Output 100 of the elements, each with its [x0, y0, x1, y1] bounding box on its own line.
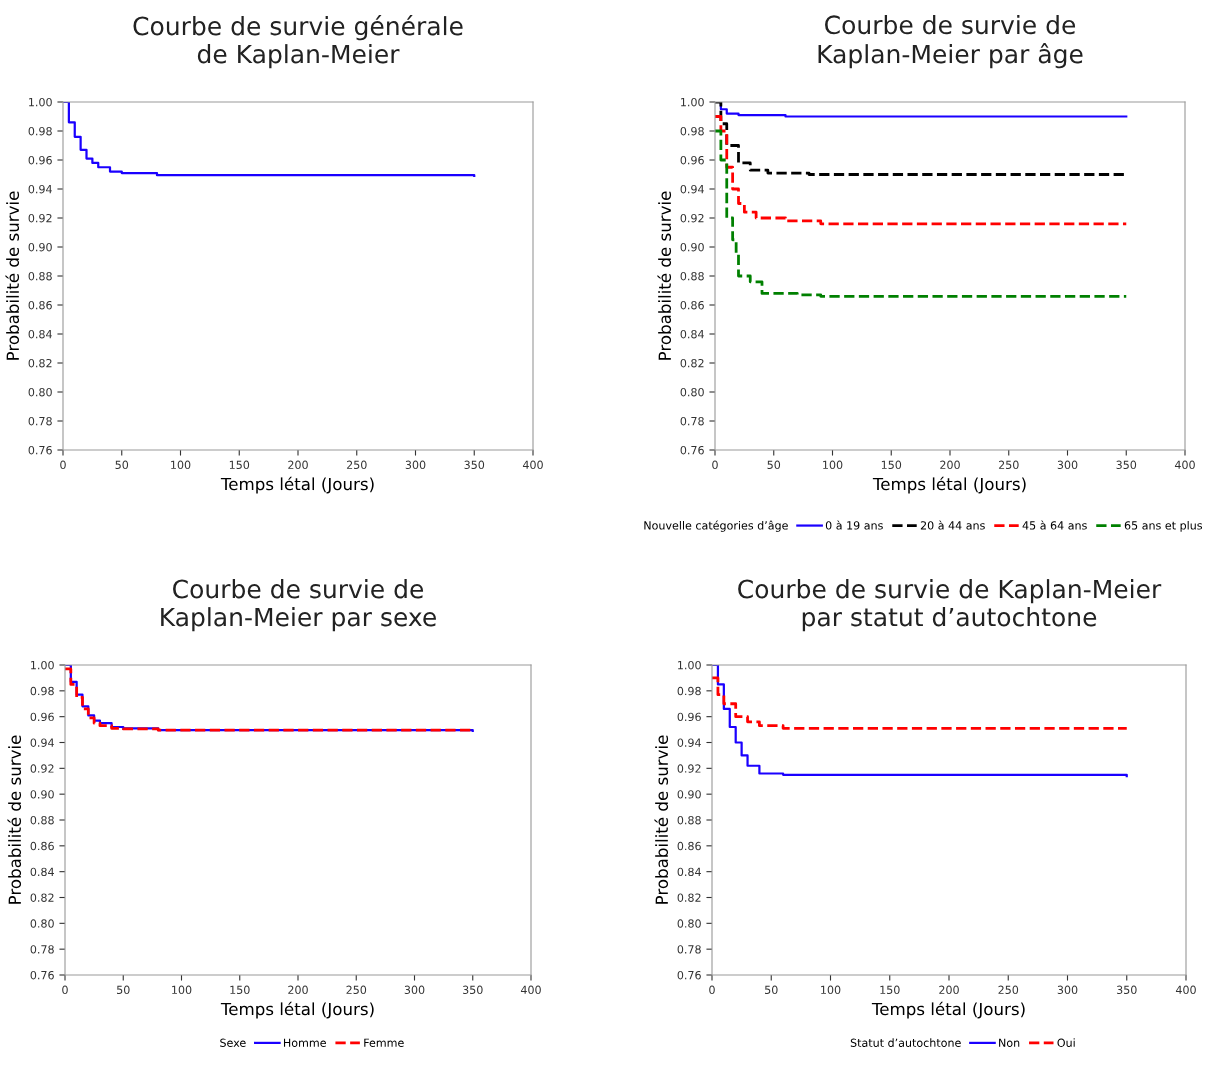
chart-title: Courbe de survie de Kaplan-Meier par âge — [818, 14, 1083, 69]
x-tick-label: 150 — [230, 985, 250, 995]
legend-label: Homme — [283, 1038, 326, 1047]
chart-title: Courbe de survie de Kaplan-Meier par statut d’autochtone — [738, 579, 1162, 632]
x-tick-label: 200 — [939, 985, 959, 995]
legend-title: Statut d’autochtone — [850, 1038, 961, 1047]
y-axis-title: Probabilité de survie — [7, 735, 22, 904]
y-tick-label: 0.90 — [680, 242, 704, 252]
x-tick-label: 50 — [117, 985, 130, 995]
y-tick-label: 0.98 — [28, 126, 52, 136]
x-axis-title: Temps létal (Jours) — [220, 1001, 374, 1019]
y-tick-label: 0.88 — [30, 815, 54, 825]
x-tick-label: 350 — [1116, 985, 1137, 995]
x-tick-label: 250 — [346, 985, 367, 995]
y-tick-label: 0.92 — [28, 213, 52, 223]
x-tick-label: 300 — [404, 985, 425, 995]
x-tick-label: 400 — [1174, 460, 1195, 470]
y-tick-label: 0.78 — [680, 416, 704, 426]
x-tick-label: 350 — [464, 460, 485, 470]
y-tick-label: 0.86 — [677, 841, 701, 851]
x-tick-label: 350 — [462, 985, 483, 995]
x-tick-label: 300 — [1057, 460, 1078, 470]
y-tick-label: 0.94 — [28, 184, 52, 194]
x-tick-label: 100 — [823, 460, 843, 470]
x-tick-label: 300 — [1057, 985, 1078, 995]
y-tick-label: 0.92 — [677, 764, 701, 773]
y-tick-label: 0.84 — [28, 329, 52, 339]
x-tick-label: 250 — [346, 460, 367, 470]
y-tick-label: 1.00 — [678, 660, 701, 670]
y-axis-title: Probabilité de survie — [657, 191, 672, 360]
y-tick-label: 0.78 — [28, 416, 52, 426]
legend-label: 20 à 44 ans — [920, 520, 985, 530]
y-tick-label: 0.88 — [677, 815, 701, 825]
x-tick-label: 200 — [288, 985, 308, 995]
y-tick-label: 0.84 — [680, 329, 704, 339]
y-tick-label: 0.96 — [677, 712, 701, 722]
x-tick-label: 250 — [998, 460, 1019, 470]
y-tick-label: 0.80 — [677, 919, 701, 928]
legend-title: Sexe — [220, 1038, 246, 1047]
y-axis-title: Probabilité de survie — [5, 191, 20, 360]
y-tick-label: 0.98 — [30, 686, 54, 696]
y-tick-label: 0.76 — [28, 445, 52, 455]
y-tick-label: 1.00 — [31, 660, 54, 670]
x-tick-label: 150 — [881, 460, 902, 470]
y-tick-label: 0.96 — [28, 155, 52, 165]
x-axis-title: Temps létal (Jours) — [220, 476, 374, 494]
x-tick-label: 0 — [62, 985, 68, 995]
y-tick-label: 0.86 — [30, 841, 54, 851]
y-tick-label: 0.80 — [30, 919, 54, 928]
x-tick-label: 200 — [940, 460, 960, 470]
y-tick-label: 1.00 — [681, 97, 704, 107]
x-tick-label: 400 — [522, 460, 543, 470]
y-tick-label: 0.78 — [677, 945, 701, 954]
y-tick-label: 0.86 — [680, 300, 704, 310]
y-tick-label: 1.00 — [29, 97, 52, 107]
x-tick-label: 100 — [172, 985, 192, 995]
y-tick-label: 0.98 — [680, 126, 704, 136]
x-tick-label: 50 — [765, 985, 778, 995]
y-tick-label: 0.96 — [30, 712, 54, 722]
y-tick-label: 0.90 — [30, 790, 54, 799]
y-tick-label: 0.76 — [30, 970, 54, 980]
legend-label: 45 à 64 ans — [1022, 520, 1087, 530]
y-tick-label: 0.84 — [30, 867, 54, 877]
y-tick-label: 0.94 — [677, 738, 701, 747]
y-tick-label: 0.90 — [28, 242, 52, 252]
y-tick-label: 0.94 — [30, 738, 54, 747]
x-tick-label: 350 — [1116, 460, 1137, 470]
y-tick-label: 0.78 — [30, 945, 54, 954]
y-tick-label: 0.82 — [28, 358, 52, 368]
x-tick-label: 400 — [520, 985, 541, 995]
x-tick-label: 0 — [709, 985, 715, 995]
y-tick-label: 0.82 — [680, 358, 704, 368]
x-axis-title: Temps létal (Jours) — [872, 476, 1026, 494]
y-tick-label: 0.82 — [30, 893, 54, 902]
legend-label: 65 ans et plus — [1124, 521, 1203, 532]
y-tick-label: 0.84 — [677, 867, 701, 877]
x-tick-label: 100 — [171, 460, 191, 470]
y-tick-label: 0.96 — [680, 155, 704, 165]
y-tick-label: 0.80 — [680, 387, 704, 397]
legend-label: Non — [999, 1038, 1020, 1047]
y-tick-label: 0.90 — [677, 790, 701, 799]
x-tick-label: 50 — [767, 460, 781, 470]
x-tick-label: 150 — [229, 460, 250, 470]
y-tick-label: 0.88 — [680, 271, 704, 281]
chart-title: Courbe de survie de Kaplan-Meier par sexe — [161, 579, 436, 632]
x-tick-label: 150 — [880, 985, 900, 995]
x-tick-label: 200 — [288, 460, 308, 470]
x-tick-label: 400 — [1175, 985, 1196, 995]
legend-title: Nouvelle catégories d’âge — [644, 520, 788, 532]
legend-label: 0 à 19 ans — [825, 520, 883, 530]
x-tick-label: 250 — [998, 985, 1019, 995]
x-tick-label: 100 — [821, 985, 841, 995]
y-axis-title: Probabilité de survie — [654, 735, 669, 904]
y-tick-label: 0.80 — [28, 387, 52, 397]
y-tick-label: 0.82 — [677, 893, 701, 902]
y-tick-label: 0.76 — [680, 445, 704, 455]
x-tick-label: 0 — [712, 460, 718, 470]
chart-title: Courbe de survie générale de Kaplan-Meier — [133, 15, 463, 69]
x-tick-label: 300 — [405, 460, 426, 470]
x-axis-title: Temps létal (Jours) — [871, 1001, 1025, 1019]
